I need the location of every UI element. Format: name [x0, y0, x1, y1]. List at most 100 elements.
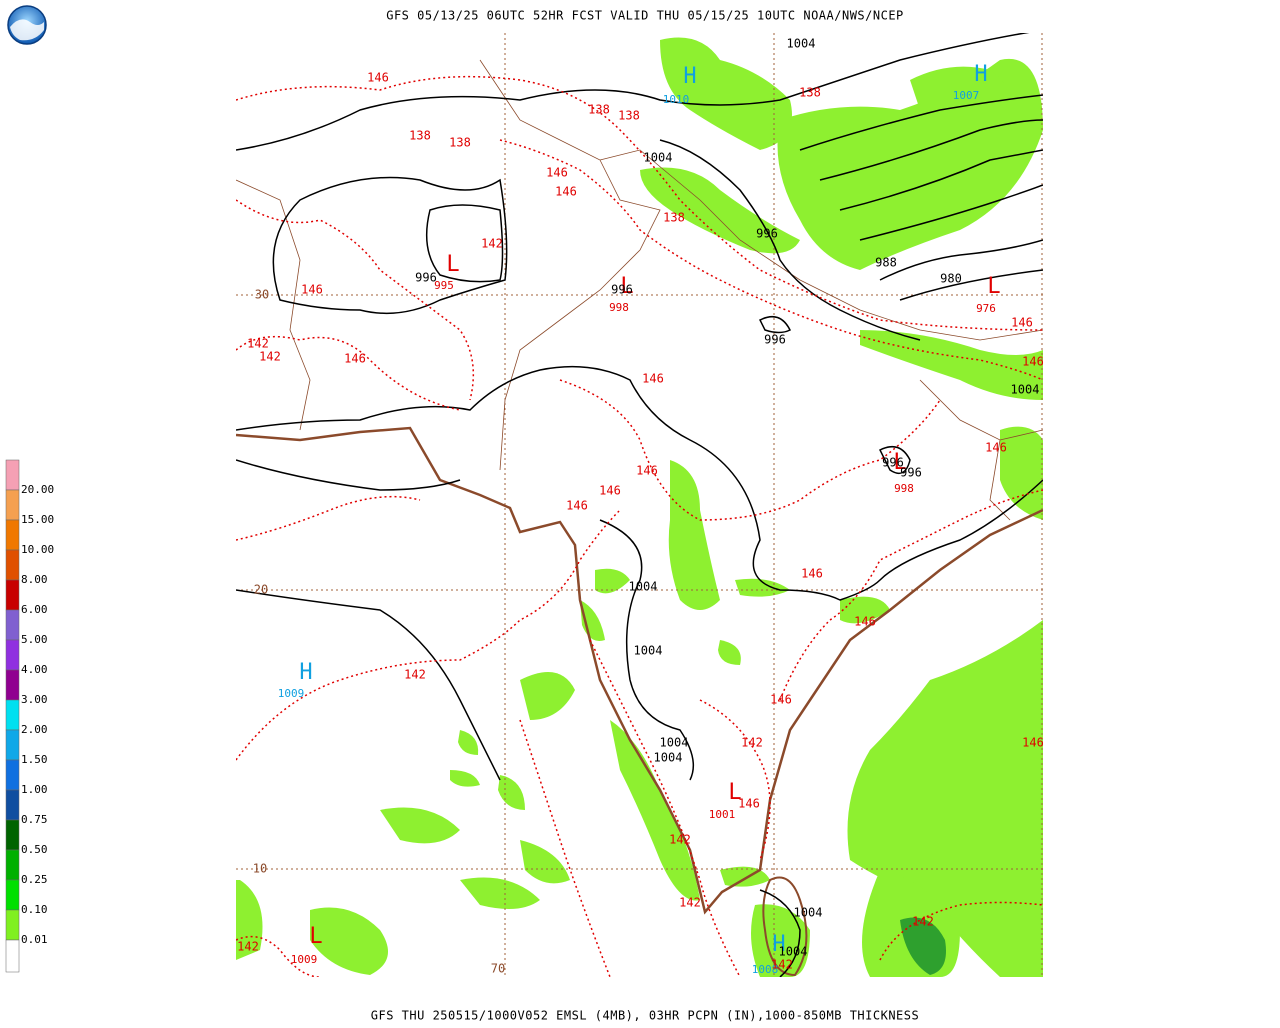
map-title: GFS 05/13/25 06UTC 52HR FCST VALID THU 0…: [386, 9, 904, 23]
isobar-label: 996: [900, 466, 922, 480]
legend-swatch: [5, 549, 20, 581]
isobar-label: 996: [764, 333, 786, 347]
grid-label: 20: [254, 583, 268, 597]
thickness-label: 138: [449, 136, 471, 150]
thickness-label: 142: [237, 940, 259, 954]
thickness-label: 146: [1022, 355, 1044, 369]
thickness-label: 146: [1011, 316, 1033, 330]
thickness-label: 142: [247, 337, 269, 351]
precip-legend: 20.00 15.00 10.00 8.00 6.00 5.00 4.00 3.00 2.00 1…: [5, 459, 54, 973]
legend-label: 6.00: [21, 603, 48, 616]
map-labels: H 1010 H 1007 L 995 L 998 L 976 L 998 H 1009 L 1009 L 100…: [237, 37, 1044, 977]
thickness-label: 146: [642, 372, 664, 386]
isobar-label: 1004: [779, 945, 808, 959]
isobar-label: 1004: [1011, 383, 1040, 397]
legend-label: 2.00: [21, 723, 48, 736]
pressure-center-value: 1008: [752, 963, 779, 976]
isobar-label: 1004: [629, 580, 658, 594]
legend-swatch: [5, 789, 20, 821]
grid-label: 30: [255, 288, 269, 302]
map-caption: GFS THU 250515/1000V052 EMSL (4MB), 03HR…: [371, 1009, 919, 1023]
precip-heavy: [900, 917, 946, 975]
pressure-center-value: 1007: [953, 89, 980, 102]
isobar-label: 1004: [654, 751, 683, 765]
thickness-label: 142: [259, 350, 281, 364]
legend-swatch: [5, 609, 20, 641]
thickness-label: 146: [1022, 736, 1044, 750]
isobar-label: 996: [611, 283, 633, 297]
legend-swatch: [5, 459, 20, 491]
legend-swatch: [5, 519, 20, 551]
thickness-label: 138: [618, 109, 640, 123]
legend-swatch: [5, 489, 20, 521]
legend-label: 1.50: [21, 753, 48, 766]
isobar-label: 988: [875, 256, 897, 270]
legend-swatch: [5, 639, 20, 671]
thickness-label: 146: [546, 166, 568, 180]
legend-label: 0.50: [21, 843, 48, 856]
thickness-label: 146: [344, 352, 366, 366]
thickness-label: 142: [741, 736, 763, 750]
legend-swatch: [5, 699, 20, 731]
legend-label: 1.00: [21, 783, 48, 796]
legend-label: 0.25: [21, 873, 48, 886]
pressure-center-symbol: L: [987, 274, 1000, 299]
legend-label: 8.00: [21, 573, 48, 586]
isobar-label: 996: [756, 227, 778, 241]
legend-swatch: [5, 939, 20, 973]
thickness-label: 146: [555, 185, 577, 199]
pressure-center-symbol: H: [683, 64, 696, 89]
thickness-label: 146: [566, 499, 588, 513]
thickness-label: 146: [367, 71, 389, 85]
legend-swatch: [5, 909, 20, 941]
legend-swatch: [5, 669, 20, 701]
pressure-center-symbol: H: [974, 62, 987, 87]
pressure-center-symbol: L: [620, 274, 633, 299]
pressure-center-symbol: L: [446, 252, 459, 277]
thickness-label: 138: [588, 103, 610, 117]
thickness-label: 146: [738, 797, 760, 811]
pressure-center-symbol: H: [772, 932, 785, 957]
thickness-label: 146: [801, 567, 823, 581]
pressure-center-symbol: L: [728, 780, 741, 805]
pressure-center-symbol: L: [893, 450, 906, 475]
legend-swatch: [5, 849, 20, 881]
thickness-label: 138: [409, 129, 431, 143]
isobar-label: 1004: [644, 151, 673, 165]
thickness-label: 142: [404, 668, 426, 682]
coastlines: [236, 59, 1043, 977]
thickness-label: 138: [799, 86, 821, 100]
legend-label: 20.00: [21, 483, 54, 496]
legend-label: 0.01: [21, 933, 48, 946]
legend-swatch: [5, 879, 20, 911]
pressure-center-value: 1010: [663, 93, 690, 106]
pressure-center-value: 995: [434, 279, 454, 292]
legend-label: 0.10: [21, 903, 48, 916]
thickness-label: 138: [663, 211, 685, 225]
thickness-label: 142: [679, 896, 701, 910]
pressure-center-value: 998: [609, 301, 629, 314]
thickness-label: 146: [770, 693, 792, 707]
pressure-center-value: 976: [976, 302, 996, 315]
thickness-contours: [236, 75, 1043, 977]
legend-swatch: [5, 729, 20, 761]
thickness-label: 142: [771, 958, 793, 972]
legend-swatch: [5, 819, 20, 851]
legend-label: 3.00: [21, 693, 48, 706]
thickness-label: 142: [669, 833, 691, 847]
thickness-label: 142: [912, 915, 934, 929]
legend-label: 0.75: [21, 813, 48, 826]
grid-label: 70: [491, 962, 505, 976]
legend-label: 5.00: [21, 633, 48, 646]
pressure-center-value: 1009: [278, 687, 305, 700]
precip-areas: [236, 37, 1043, 977]
isobar-label: 1004: [794, 906, 823, 920]
legend-label: 4.00: [21, 663, 48, 676]
isobar-label: 996: [415, 271, 437, 285]
pressure-center-value: 998: [894, 482, 914, 495]
legend-swatch: [5, 579, 20, 611]
isobar-label: 1004: [787, 37, 816, 51]
grid-label: 10: [253, 862, 267, 876]
